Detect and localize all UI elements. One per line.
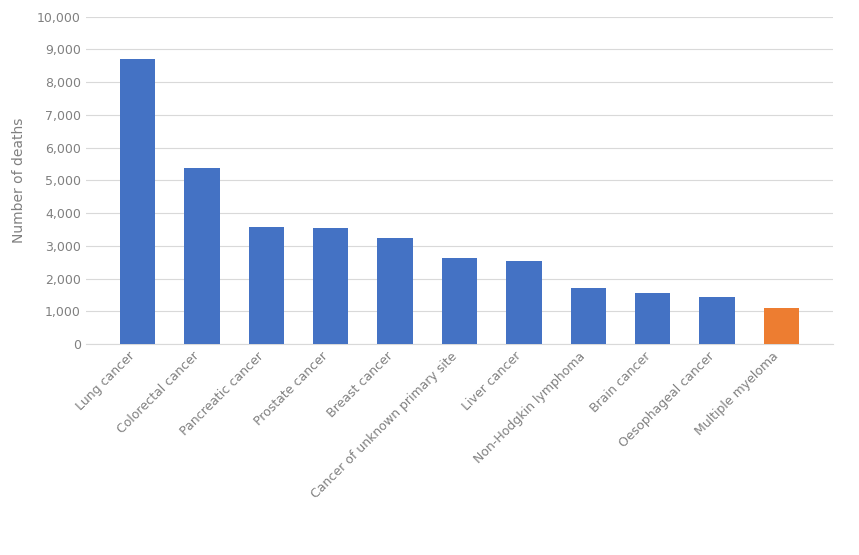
Y-axis label: Number of deaths: Number of deaths xyxy=(12,118,26,243)
Bar xyxy=(248,227,284,344)
Bar xyxy=(120,59,155,344)
Bar xyxy=(377,238,413,344)
Bar xyxy=(699,297,734,344)
Bar xyxy=(442,258,478,344)
Bar xyxy=(764,308,799,344)
Bar xyxy=(185,168,220,344)
Bar xyxy=(635,294,671,344)
Bar xyxy=(570,289,606,344)
Bar xyxy=(313,228,349,344)
Bar xyxy=(506,261,542,344)
